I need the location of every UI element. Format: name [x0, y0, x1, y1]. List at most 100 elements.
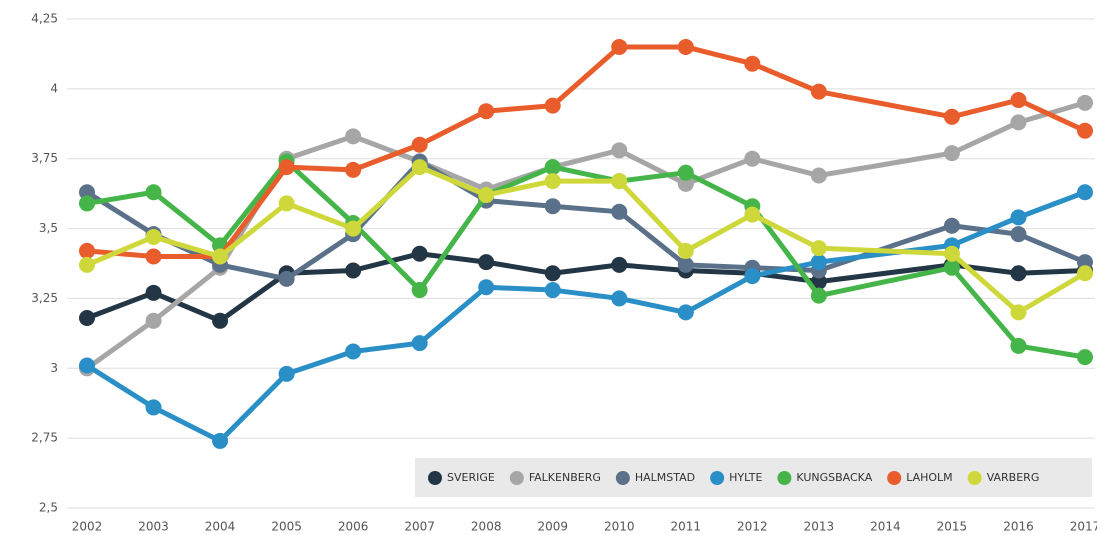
point: [943, 217, 960, 234]
point: [1077, 94, 1093, 111]
point: [677, 256, 694, 273]
point: [345, 262, 362, 279]
point: [79, 309, 95, 326]
point: [611, 173, 628, 190]
point: [79, 195, 95, 212]
series-line: [86, 251, 1086, 324]
point: [411, 136, 428, 153]
point: [810, 167, 827, 184]
legend-marker: [710, 471, 725, 485]
point: [79, 256, 95, 273]
legend-label: KUNGSBACKA: [796, 471, 872, 484]
point: [478, 103, 495, 120]
point: [943, 259, 960, 276]
point: [411, 282, 428, 299]
point: [145, 228, 162, 245]
y-tick-label: 3,75: [31, 151, 58, 165]
legend-marker: [428, 471, 442, 485]
legend-label: FALKENBERG: [529, 471, 601, 484]
point: [677, 242, 694, 259]
x-tick-label: 2012: [737, 520, 768, 534]
x-tick-label: 2004: [205, 520, 236, 534]
point: [744, 206, 761, 223]
y-tick-label: 2,75: [31, 431, 58, 445]
point: [212, 312, 229, 329]
point: [278, 365, 295, 382]
point: [345, 220, 362, 237]
point: [145, 399, 162, 416]
legend-marker: [615, 471, 630, 485]
point: [810, 273, 827, 290]
point: [544, 265, 561, 282]
point: [810, 83, 827, 100]
point: [145, 284, 162, 301]
point: [278, 270, 295, 287]
point: [478, 279, 495, 296]
legend-label: HYLTE: [729, 471, 762, 484]
point: [1010, 265, 1027, 282]
point: [611, 256, 628, 273]
point: [1077, 184, 1093, 201]
point: [1010, 337, 1027, 354]
legend-label: HALMSTAD: [635, 471, 695, 484]
point: [1010, 304, 1027, 321]
legend-marker: [887, 471, 902, 485]
x-tick-label: 2009: [537, 520, 568, 534]
point: [212, 248, 229, 265]
point: [744, 268, 761, 285]
legend-label: VARBERG: [987, 471, 1040, 484]
point: [943, 245, 960, 262]
legend-label: LAHOLM: [906, 471, 952, 484]
point: [345, 161, 362, 178]
point: [345, 343, 362, 360]
x-tick-label: 2008: [471, 520, 502, 534]
point: [544, 173, 561, 190]
point: [478, 254, 495, 271]
point: [1077, 349, 1093, 366]
point: [943, 145, 960, 162]
point: [744, 55, 761, 72]
point: [611, 38, 628, 55]
point: [478, 187, 495, 204]
y-tick-label: 4,25: [31, 12, 58, 26]
x-tick-label: 2016: [1003, 520, 1034, 534]
point: [677, 304, 694, 321]
point: [1010, 226, 1027, 243]
y-tick-label: 2,5: [39, 501, 58, 515]
point: [411, 335, 428, 352]
point: [1010, 209, 1027, 226]
y-tick-label: 3,25: [31, 291, 58, 305]
x-tick-label: 2002: [72, 520, 103, 534]
legend-marker: [777, 471, 792, 485]
point: [1077, 122, 1093, 139]
point: [1077, 254, 1093, 271]
point: [1077, 265, 1093, 282]
x-tick-label: 2017: [1070, 520, 1097, 534]
legend-marker: [967, 471, 982, 485]
point: [278, 195, 295, 212]
legend-marker: [509, 471, 524, 485]
y-tick-label: 4: [50, 81, 58, 95]
point: [79, 357, 95, 374]
point: [544, 97, 561, 114]
x-tick-label: 2011: [671, 520, 702, 534]
point: [345, 128, 362, 145]
point: [411, 159, 428, 176]
x-tick-label: 2003: [138, 520, 169, 534]
point: [212, 432, 229, 449]
series-line: [86, 159, 1086, 360]
point: [677, 38, 694, 55]
point: [677, 175, 694, 192]
x-tick-label: 2005: [271, 520, 302, 534]
point: [79, 242, 95, 259]
point: [544, 198, 561, 215]
point: [611, 290, 628, 307]
point: [943, 108, 960, 125]
point: [611, 203, 628, 220]
point: [411, 245, 428, 262]
point: [810, 254, 827, 271]
x-tick-label: 2015: [937, 520, 968, 534]
y-tick-label: 3,5: [39, 221, 58, 235]
point: [145, 184, 162, 201]
point: [810, 240, 827, 257]
